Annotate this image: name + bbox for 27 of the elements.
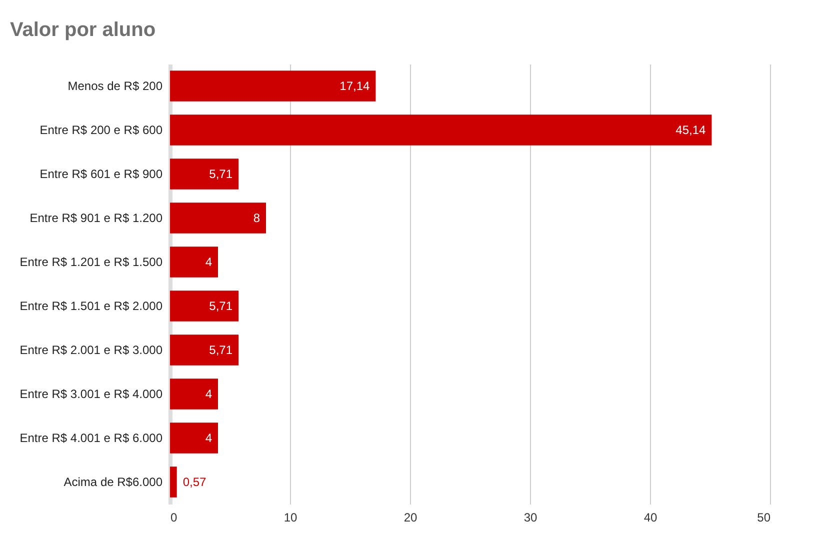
data-label: 5,71 — [209, 343, 233, 357]
data-label: 5,71 — [209, 167, 233, 181]
chart-title: Valor por aluno — [10, 19, 156, 41]
data-label: 0,57 — [182, 475, 207, 489]
data-label: 4 — [205, 431, 212, 445]
y-tick-label: Entre R$ 601 e R$ 900 — [40, 167, 163, 181]
data-label: 4 — [205, 255, 212, 269]
y-tick-label: Entre R$ 2.001 e R$ 3.000 — [20, 343, 163, 357]
y-tick-label: Entre R$ 901 e R$ 1.200 — [30, 211, 163, 225]
y-tick-label: Entre R$ 200 e R$ 600 — [40, 123, 163, 137]
data-label: 4 — [205, 387, 212, 401]
x-tick-label: 0 — [170, 510, 178, 524]
x-tick-label: 30 — [524, 510, 538, 524]
y-tick-label: Entre R$ 4.001 e R$ 6.000 — [20, 431, 163, 445]
data-label: 17,14 — [340, 79, 370, 93]
data-label: 5,71 — [209, 299, 233, 313]
y-tick-label: Menos de R$ 200 — [68, 79, 163, 93]
y-tick-label: Entre R$ 3.001 e R$ 4.000 — [20, 387, 163, 401]
data-label: 45,14 — [676, 123, 706, 137]
data-label: 8 — [253, 211, 260, 225]
y-tick-label: Entre R$ 1.201 e R$ 1.500 — [20, 255, 163, 269]
x-tick-label: 40 — [644, 510, 658, 524]
y-tick-label: Acima de R$6.000 — [64, 475, 163, 489]
x-tick-label: 10 — [284, 510, 298, 524]
x-tick-label: 50 — [757, 510, 771, 524]
y-tick-label: Entre R$ 1.501 e R$ 2.000 — [20, 299, 163, 313]
x-tick-label: 20 — [404, 510, 418, 524]
